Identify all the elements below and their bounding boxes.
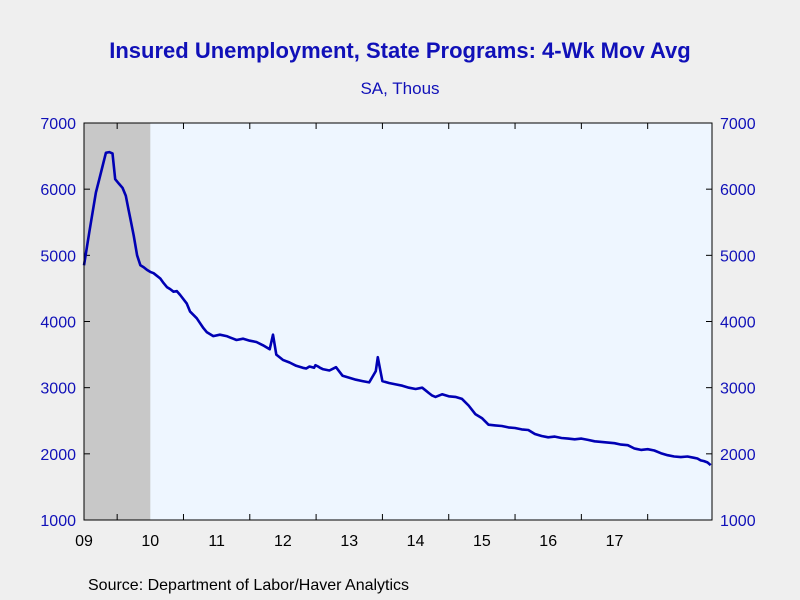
x-tick-label: 10 — [141, 533, 159, 550]
y-tick-label-right: 6000 — [720, 182, 756, 199]
y-tick-label-left: 4000 — [40, 315, 76, 332]
y-tick-label-right: 7000 — [720, 116, 756, 133]
x-tick-label: 09 — [75, 533, 93, 550]
x-tick-label: 17 — [606, 533, 624, 550]
chart-subtitle: SA, Thous — [360, 79, 440, 98]
y-tick-label-left: 6000 — [40, 182, 76, 199]
y-tick-label-right: 1000 — [720, 513, 756, 530]
y-axis-left: 1000 2000 3000 4000 5000 6000 7000 — [40, 116, 90, 530]
y-tick-label-right: 4000 — [720, 315, 756, 332]
plot-frame — [83, 122, 713, 521]
plot-area — [84, 123, 712, 520]
source-note: Source: Department of Labor/Haver Analyt… — [88, 577, 410, 594]
y-tick-label-left: 5000 — [40, 248, 76, 265]
x-tick-label: 15 — [473, 533, 491, 550]
y-tick-label-left: 7000 — [40, 116, 76, 133]
y-tick-label-left: 1000 — [40, 513, 76, 530]
y-tick-label-right: 3000 — [720, 381, 756, 398]
y-tick-label-left: 3000 — [40, 381, 76, 398]
x-tick-label: 13 — [340, 533, 358, 550]
y-axis-right: 1000 2000 3000 4000 5000 6000 7000 — [706, 116, 756, 530]
y-tick-label-left: 2000 — [40, 447, 76, 464]
x-tick-label: 12 — [274, 533, 292, 550]
y-tick-label-right: 2000 — [720, 447, 756, 464]
recession-shading — [84, 123, 151, 520]
x-axis: 09 10 11 12 13 14 15 16 17 — [75, 123, 649, 550]
series-line — [82, 150, 712, 467]
chart-title: Insured Unemployment, State Programs: 4-… — [109, 38, 691, 63]
y-tick-label-right: 5000 — [720, 248, 756, 265]
x-tick-label: 16 — [539, 533, 557, 550]
x-tick-label: 11 — [208, 533, 225, 550]
x-tick-label: 14 — [407, 533, 425, 550]
